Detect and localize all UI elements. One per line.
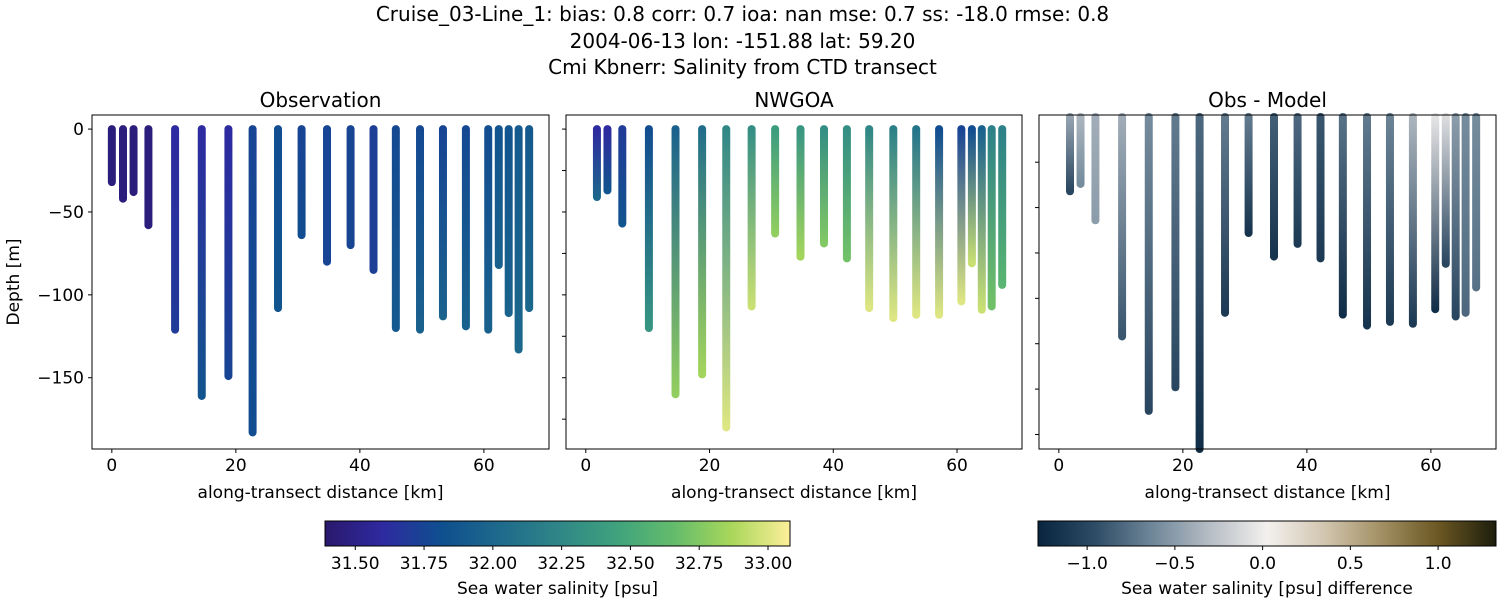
x-tick-label: 0 bbox=[106, 456, 117, 476]
axes-frame bbox=[565, 114, 1023, 450]
colorbar-tick-label: 0.5 bbox=[1337, 554, 1364, 574]
x-tick-label: 0 bbox=[1053, 456, 1064, 476]
colorbar-tick-label: 32.00 bbox=[469, 554, 518, 574]
x-tick-label: 20 bbox=[699, 456, 721, 476]
colorbar-label: Sea water salinity [psu] bbox=[457, 579, 658, 599]
x-tick-label: 20 bbox=[225, 456, 247, 476]
suptitle-line-3: Cmi Kbnerr: Salinity from CTD transect bbox=[548, 55, 937, 79]
x-tick-label: 60 bbox=[1420, 456, 1442, 476]
y-axis-label: Depth [m] bbox=[4, 238, 24, 325]
colorbar-gradient bbox=[324, 520, 791, 547]
x-axis-label: along-transect distance [km] bbox=[1145, 483, 1391, 503]
colorbar-tick-label: 32.50 bbox=[606, 554, 655, 574]
colorbar-tick-label: 32.75 bbox=[675, 554, 724, 574]
colorbar-tick-label: 0.0 bbox=[1249, 554, 1276, 574]
colorbar-gradient bbox=[1037, 520, 1497, 547]
panel-title: NWGOA bbox=[754, 88, 834, 112]
x-axis-label: along-transect distance [km] bbox=[671, 483, 917, 503]
panel-obs-model: Obs - Model 0 20 40 60 along-transect distanc… bbox=[1035, 88, 1497, 503]
colorbar-tick-label: 31.50 bbox=[331, 554, 380, 574]
x-tick-label: 40 bbox=[349, 456, 371, 476]
panel-nwgoa: NWGOA 0 20 40 60 along-transect distance [km] bbox=[562, 88, 1023, 503]
panel-observation: Observation 0 20 40 60 along-transect distanc… bbox=[4, 88, 550, 503]
x-tick-label: 0 bbox=[580, 456, 591, 476]
panel-title: Obs - Model bbox=[1208, 88, 1327, 112]
colorbar-diff: −1.0 −0.5 0.0 0.5 1.0 Sea water salinity [psu… bbox=[1037, 520, 1497, 599]
colorbar-tick-label: 32.25 bbox=[537, 554, 586, 574]
x-tick-label: 40 bbox=[1296, 456, 1318, 476]
x-tick-label: 60 bbox=[946, 456, 968, 476]
y-tick-label: −100 bbox=[37, 286, 84, 306]
y-tick-label: −50 bbox=[48, 203, 84, 223]
colorbar-tick-label: 1.0 bbox=[1425, 554, 1452, 574]
x-tick-label: 20 bbox=[1172, 456, 1194, 476]
colorbar-tick-label: −1.0 bbox=[1066, 554, 1107, 574]
colorbar-haline: 31.50 31.75 32.00 32.25 32.50 32.75 33.00 Sea w… bbox=[324, 520, 793, 599]
suptitle-line-1: Cruise_03-Line_1: bias: 0.8 corr: 0.7 io… bbox=[375, 2, 1110, 26]
x-tick-label: 60 bbox=[473, 456, 495, 476]
panel-title: Observation bbox=[260, 88, 382, 112]
y-tick-label: 0 bbox=[73, 120, 84, 140]
y-tick-label: −150 bbox=[37, 369, 84, 389]
x-axis-label: along-transect distance [km] bbox=[198, 483, 444, 503]
x-tick-label: 40 bbox=[822, 456, 844, 476]
colorbar-label: Sea water salinity [psu] difference bbox=[1121, 579, 1413, 599]
axes-frame bbox=[1038, 114, 1497, 450]
colorbar-tick-label: 33.00 bbox=[744, 554, 793, 574]
axes-frame bbox=[91, 114, 550, 450]
colorbar-tick-label: 31.75 bbox=[400, 554, 449, 574]
suptitle-line-2: 2004-06-13 lon: -151.88 lat: 59.20 bbox=[569, 29, 916, 53]
colorbar-tick-label: −0.5 bbox=[1154, 554, 1195, 574]
